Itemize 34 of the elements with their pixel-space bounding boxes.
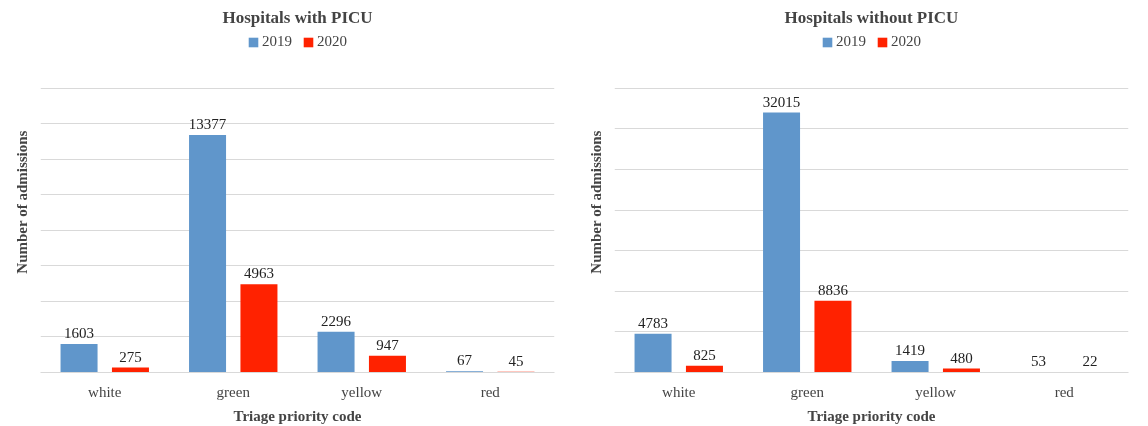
data-label: 480 [950,349,973,366]
legend-label: 2019 [262,33,292,50]
x-tick-label: green [216,383,251,400]
data-label: 4783 [638,314,669,331]
x-tick-label: red [1054,383,1075,400]
x-axis-title: Triage priority code [807,407,936,424]
data-label: 947 [376,336,400,353]
data-label: 1603 [64,325,95,342]
x-tick-label: green [790,383,825,400]
x-tick-label: red [480,383,501,400]
legend-label: 2019 [836,33,866,50]
x-tick-label: white [88,383,122,400]
data-label: 67 [457,352,473,369]
data-label: 32015 [762,93,801,110]
data-label: 45 [508,352,524,369]
data-label: 825 [693,346,716,363]
data-label: 13377 [188,115,227,132]
x-axis-title: Triage priority code [233,407,362,424]
legend-label: 2020 [891,33,921,50]
x-tick-label: yellow [341,383,383,400]
data-label: 8836 [817,281,849,298]
chart-title: Hospitals with PICU [222,7,373,27]
data-label: 4963 [243,265,274,282]
y-axis-title: Number of admissions [13,130,30,274]
chart-title: Hospitals without PICU [784,7,959,27]
data-label: 275 [119,348,142,365]
data-label: 1419 [895,341,926,358]
x-tick-label: white [662,383,696,400]
y-axis-title: Number of admissions [587,130,604,274]
data-label: 2296 [321,312,352,329]
x-tick-label: yellow [915,383,957,400]
data-label: 53 [1031,353,1047,370]
legend-label: 2020 [317,33,347,50]
data-label: 22 [1082,353,1098,370]
